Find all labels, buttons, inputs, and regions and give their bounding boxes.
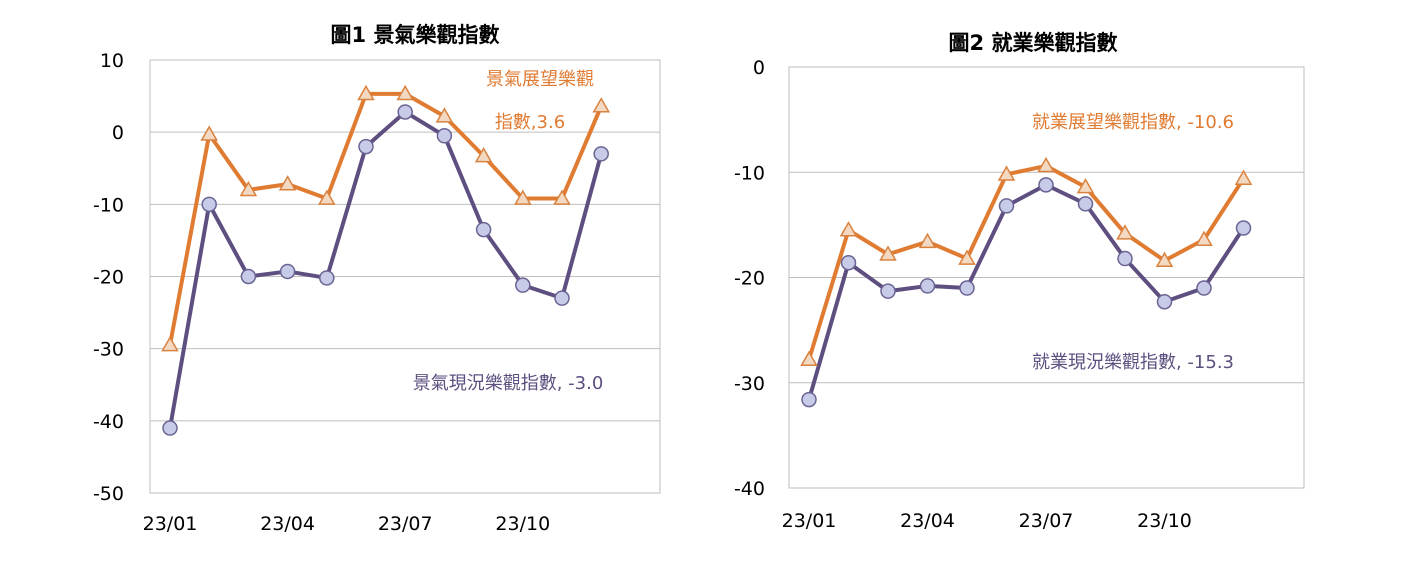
outlook-point: [239, 180, 258, 197]
outlook-point: [997, 165, 1016, 181]
series-annotation: 就業展望樂觀指數, -10.6: [1032, 112, 1234, 133]
current-point: [319, 270, 335, 286]
outlook-series-line: [168, 91, 604, 348]
x-tick-label: 23/01: [143, 513, 198, 535]
y-tick-label: -40: [93, 411, 124, 433]
outlook-point: [435, 107, 454, 123]
outlook-point: [161, 336, 179, 352]
outlook-point: [396, 84, 414, 101]
current-point: [436, 128, 453, 144]
chart-title: 圖1 景氣樂觀指數: [331, 23, 500, 47]
outlook-point: [318, 189, 336, 205]
outlook-point: [278, 175, 297, 191]
y-tick-label: -10: [734, 162, 765, 184]
current-point: [919, 278, 936, 294]
current-point: [880, 283, 896, 299]
y-tick-label: 0: [112, 122, 124, 144]
outlook-point: [553, 189, 571, 205]
current-point: [201, 196, 217, 213]
current-point: [1196, 280, 1212, 296]
outlook-point: [1116, 224, 1134, 240]
y-tick-label: -40: [734, 478, 765, 500]
current-point: [162, 420, 178, 436]
current-point: [515, 277, 531, 293]
current-point: [1156, 293, 1173, 310]
outlook-point: [879, 245, 897, 261]
x-tick-label: 23/04: [900, 510, 955, 532]
x-tick-label: 23/10: [1137, 510, 1192, 532]
chart-2: 圖2 就業樂觀指數 0 -10 -20 -30 -40 23/01 23/04 23/07 23/…: [709, 0, 1418, 566]
y-tick-label: 10: [100, 50, 124, 72]
y-tick-label: -10: [93, 194, 124, 216]
current-point: [475, 221, 492, 238]
x-tick-label: 23/01: [782, 510, 837, 532]
outlook-point: [357, 84, 375, 101]
chart-title: 圖2 就業樂觀指數: [949, 31, 1118, 55]
current-point: [358, 138, 374, 155]
series-annotation: 景氣展望樂觀: [486, 69, 594, 90]
current-point: [840, 255, 857, 271]
y-tick-label: -30: [734, 373, 765, 395]
outlook-point: [839, 221, 858, 237]
series-annotation: 景氣現況樂觀指數, -3.0: [413, 373, 604, 394]
outlook-point: [1195, 230, 1213, 246]
y-tick-label: 0: [753, 57, 765, 79]
series-annotation: 就業現況樂觀指數, -15.3: [1032, 352, 1234, 373]
current-point: [593, 146, 609, 162]
chart-svg-1: 圖1 景氣樂觀指數 10 0 -10 -20 -30 -40 -50 23/01 23/04 23/…: [93, 23, 661, 535]
current-point: [279, 263, 296, 280]
current-point: [1117, 250, 1133, 267]
outlook-point: [1155, 251, 1174, 268]
current-point: [1038, 177, 1054, 193]
x-tick-label: 23/07: [1019, 510, 1074, 532]
chart-svg-2: 圖2 就業樂觀指數 0 -10 -20 -30 -40 23/01 23/04 23/07 23/…: [734, 31, 1305, 532]
outlook-point: [592, 97, 610, 113]
y-tick-label: -50: [93, 483, 124, 505]
y-tick-label: -30: [93, 339, 124, 361]
outlook-point: [1234, 169, 1253, 185]
x-tick-label: 23/04: [260, 513, 315, 535]
outlook-point: [514, 189, 532, 205]
outlook-point: [958, 249, 976, 265]
current-point: [801, 391, 817, 408]
y-tick-label: -20: [93, 267, 124, 289]
chart-1: 圖1 景氣樂觀指數 10 0 -10 -20 -30 -40 -50 23/01 23/04 23/…: [93, 23, 661, 535]
outlook-point: [800, 350, 818, 366]
current-point: [240, 268, 257, 285]
outlook-series-line: [807, 163, 1246, 362]
y-tick-label: -20: [734, 268, 765, 290]
current-point: [554, 290, 570, 306]
current-point: [998, 198, 1015, 214]
x-tick-label: 23/10: [495, 513, 550, 535]
x-tick-label: 23/07: [378, 513, 433, 535]
current-point: [959, 280, 975, 296]
outlook-point: [1076, 177, 1095, 194]
current-point: [1077, 196, 1094, 212]
outlook-point: [200, 125, 218, 141]
outlook-point: [474, 146, 493, 163]
outlook-point: [918, 232, 937, 249]
current-point: [397, 104, 413, 120]
series-annotation: 指數,3.6: [495, 112, 565, 133]
outlook-point: [1037, 156, 1055, 173]
current-point: [1235, 220, 1252, 236]
